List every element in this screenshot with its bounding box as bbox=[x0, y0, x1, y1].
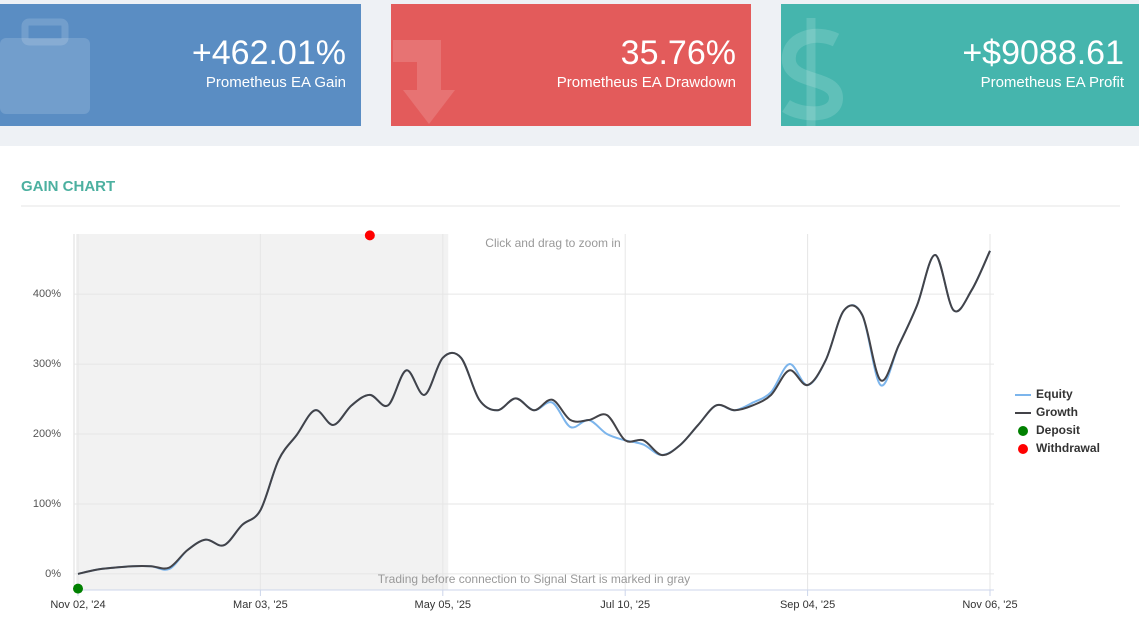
cards: +462.01% Prometheus EA Gain 35.76% Promethe… bbox=[0, 4, 1139, 126]
card-value: 35.76% bbox=[621, 34, 736, 72]
x-tick-label: Nov 06, '25 bbox=[962, 599, 1017, 611]
card-icon bbox=[21, 18, 69, 46]
x-tick-label: Sep 04, '25 bbox=[780, 599, 835, 611]
event-marker bbox=[364, 230, 375, 241]
y-tick-label: 300% bbox=[33, 358, 61, 370]
stat-card bbox=[391, 4, 751, 126]
card-label: Prometheus EA Gain bbox=[206, 74, 346, 91]
legend-label: Growth bbox=[1036, 405, 1078, 419]
y-tick-label: 100% bbox=[33, 498, 61, 510]
plot: 0% 100% 200% 300% 400% Nov 02, '24 Mar 03, '25… bbox=[33, 230, 1100, 611]
legend-label: Deposit bbox=[1036, 423, 1080, 437]
x-tick-label: Jul 10, '25 bbox=[600, 599, 650, 611]
legend-symbol bbox=[1018, 426, 1028, 436]
stat-card bbox=[0, 4, 361, 126]
chart-title: GAIN CHART bbox=[21, 178, 115, 195]
card-value: +462.01% bbox=[192, 34, 346, 72]
card-icon bbox=[781, 28, 844, 121]
x-tick-label: Mar 03, '25 bbox=[233, 599, 288, 611]
y-tick-label: 0% bbox=[45, 568, 61, 580]
gray-note: Trading before connection to Signal Star… bbox=[378, 572, 690, 586]
gray-region bbox=[76, 234, 449, 590]
series-line bbox=[77, 250, 991, 575]
legend-label: Equity bbox=[1036, 387, 1073, 401]
card-label: Prometheus EA Profit bbox=[981, 74, 1125, 91]
y-tick-label: 400% bbox=[33, 288, 61, 300]
card-value: +$9088.61 bbox=[962, 34, 1124, 72]
legend-symbol bbox=[1018, 444, 1028, 454]
stat-card bbox=[781, 4, 1139, 126]
zoom-hint: Click and drag to zoom in bbox=[485, 236, 620, 250]
x-tick-label: May 05, '25 bbox=[415, 599, 472, 611]
card-label: Prometheus EA Drawdown bbox=[557, 74, 736, 91]
x-tick-label: Nov 02, '24 bbox=[50, 599, 105, 611]
legend-label: Withdrawal bbox=[1036, 441, 1100, 455]
y-tick-label: 200% bbox=[33, 428, 61, 440]
card-icon bbox=[0, 38, 90, 114]
card-icon bbox=[393, 40, 455, 124]
event-marker bbox=[73, 583, 83, 594]
